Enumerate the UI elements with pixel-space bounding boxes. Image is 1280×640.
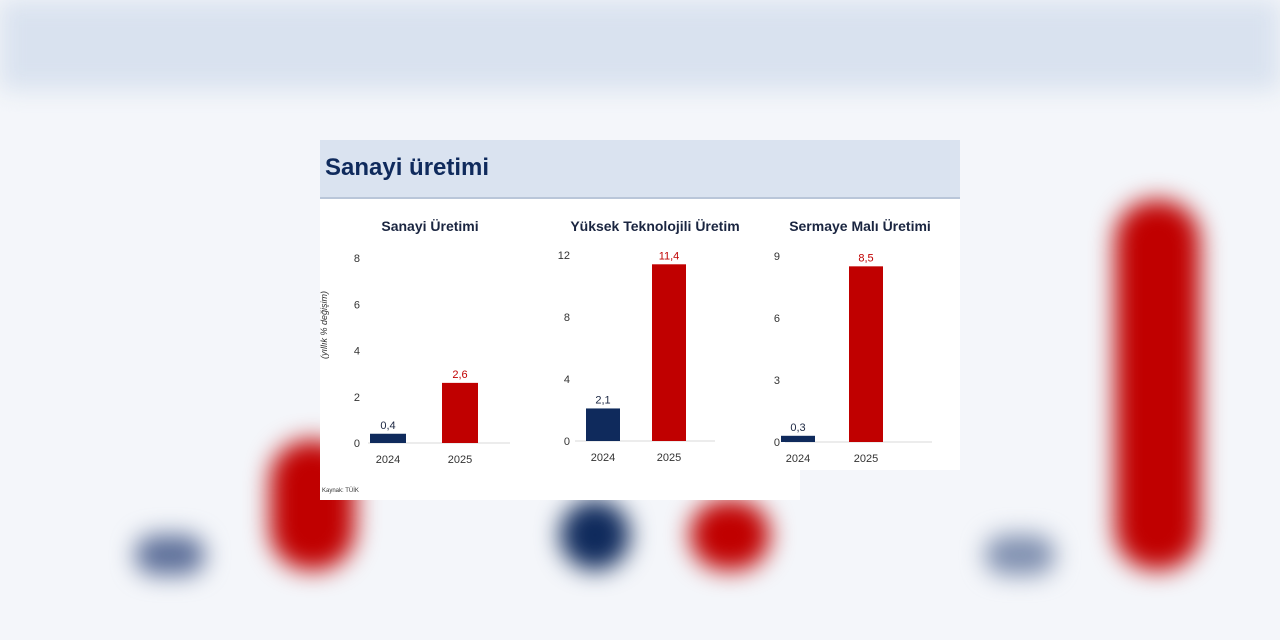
data-label: 0,3 xyxy=(790,422,805,434)
y-tick-label: 6 xyxy=(354,299,360,311)
bar-2025 xyxy=(442,382,478,443)
x-tick-label: 2024 xyxy=(376,454,400,466)
y-tick-label: 4 xyxy=(564,374,570,386)
x-tick-label: 2025 xyxy=(854,453,878,465)
y-tick-label: 6 xyxy=(774,313,780,325)
source-note: Kaynak: TÜİK xyxy=(322,488,359,494)
chart-title: Yüksek Teknolojili Üretim xyxy=(570,218,740,234)
y-tick-label: 0 xyxy=(564,436,570,448)
bar-2025 xyxy=(849,266,883,442)
data-label: 2,1 xyxy=(595,394,610,406)
chart-yuksek-teknoloji: Yüksek Teknolojili Üretim 0 4 8 12 2,1 2024 11… xyxy=(545,210,765,490)
bar-2024 xyxy=(370,433,406,443)
y-tick-label: 0 xyxy=(354,438,360,450)
page-title: Sanayi üretimi xyxy=(325,154,490,181)
chart-sermaye-mali: Sermaye Malı Üretimi 0 3 6 9 0,3 2024 8,5 2025 xyxy=(760,210,960,490)
chart-title: Sanayi Üretimi xyxy=(381,218,479,234)
y-tick-label: 12 xyxy=(558,250,570,262)
x-tick-label: 2025 xyxy=(448,454,472,466)
x-tick-label: 2024 xyxy=(786,453,810,465)
bar-2024 xyxy=(586,408,620,441)
chart-plot: 0 3 6 9 0,3 2024 8,5 2025 xyxy=(774,251,932,465)
y-tick-label: 0 xyxy=(774,437,780,449)
data-label: 8,5 xyxy=(858,252,873,264)
data-label: 0,4 xyxy=(380,420,395,432)
data-label: 2,6 xyxy=(452,369,467,381)
chart-title: Sermaye Malı Üretimi xyxy=(789,218,931,234)
chart-plot: 0 2 4 6 8 0,4 2024 2,6 2025 xyxy=(354,253,510,466)
y-tick-label: 8 xyxy=(564,312,570,324)
header-band: Sanayi üretimi xyxy=(320,140,960,199)
data-label: 11,4 xyxy=(659,250,680,262)
y-tick-label: 9 xyxy=(774,251,780,263)
x-tick-label: 2025 xyxy=(657,452,681,464)
bar-2025 xyxy=(652,264,686,441)
chart-card: Sanayi üretimi Sanayi Üretimi (yıllık % … xyxy=(319,140,960,500)
x-tick-label: 2024 xyxy=(591,452,615,464)
y-tick-label: 2 xyxy=(354,392,360,404)
y-tick-label: 8 xyxy=(354,253,360,265)
bar-2024 xyxy=(781,435,815,442)
y-tick-label: 4 xyxy=(354,346,360,358)
chart-plot: 0 4 8 12 2,1 2024 11,4 2025 xyxy=(558,250,715,464)
y-tick-label: 3 xyxy=(774,375,780,387)
